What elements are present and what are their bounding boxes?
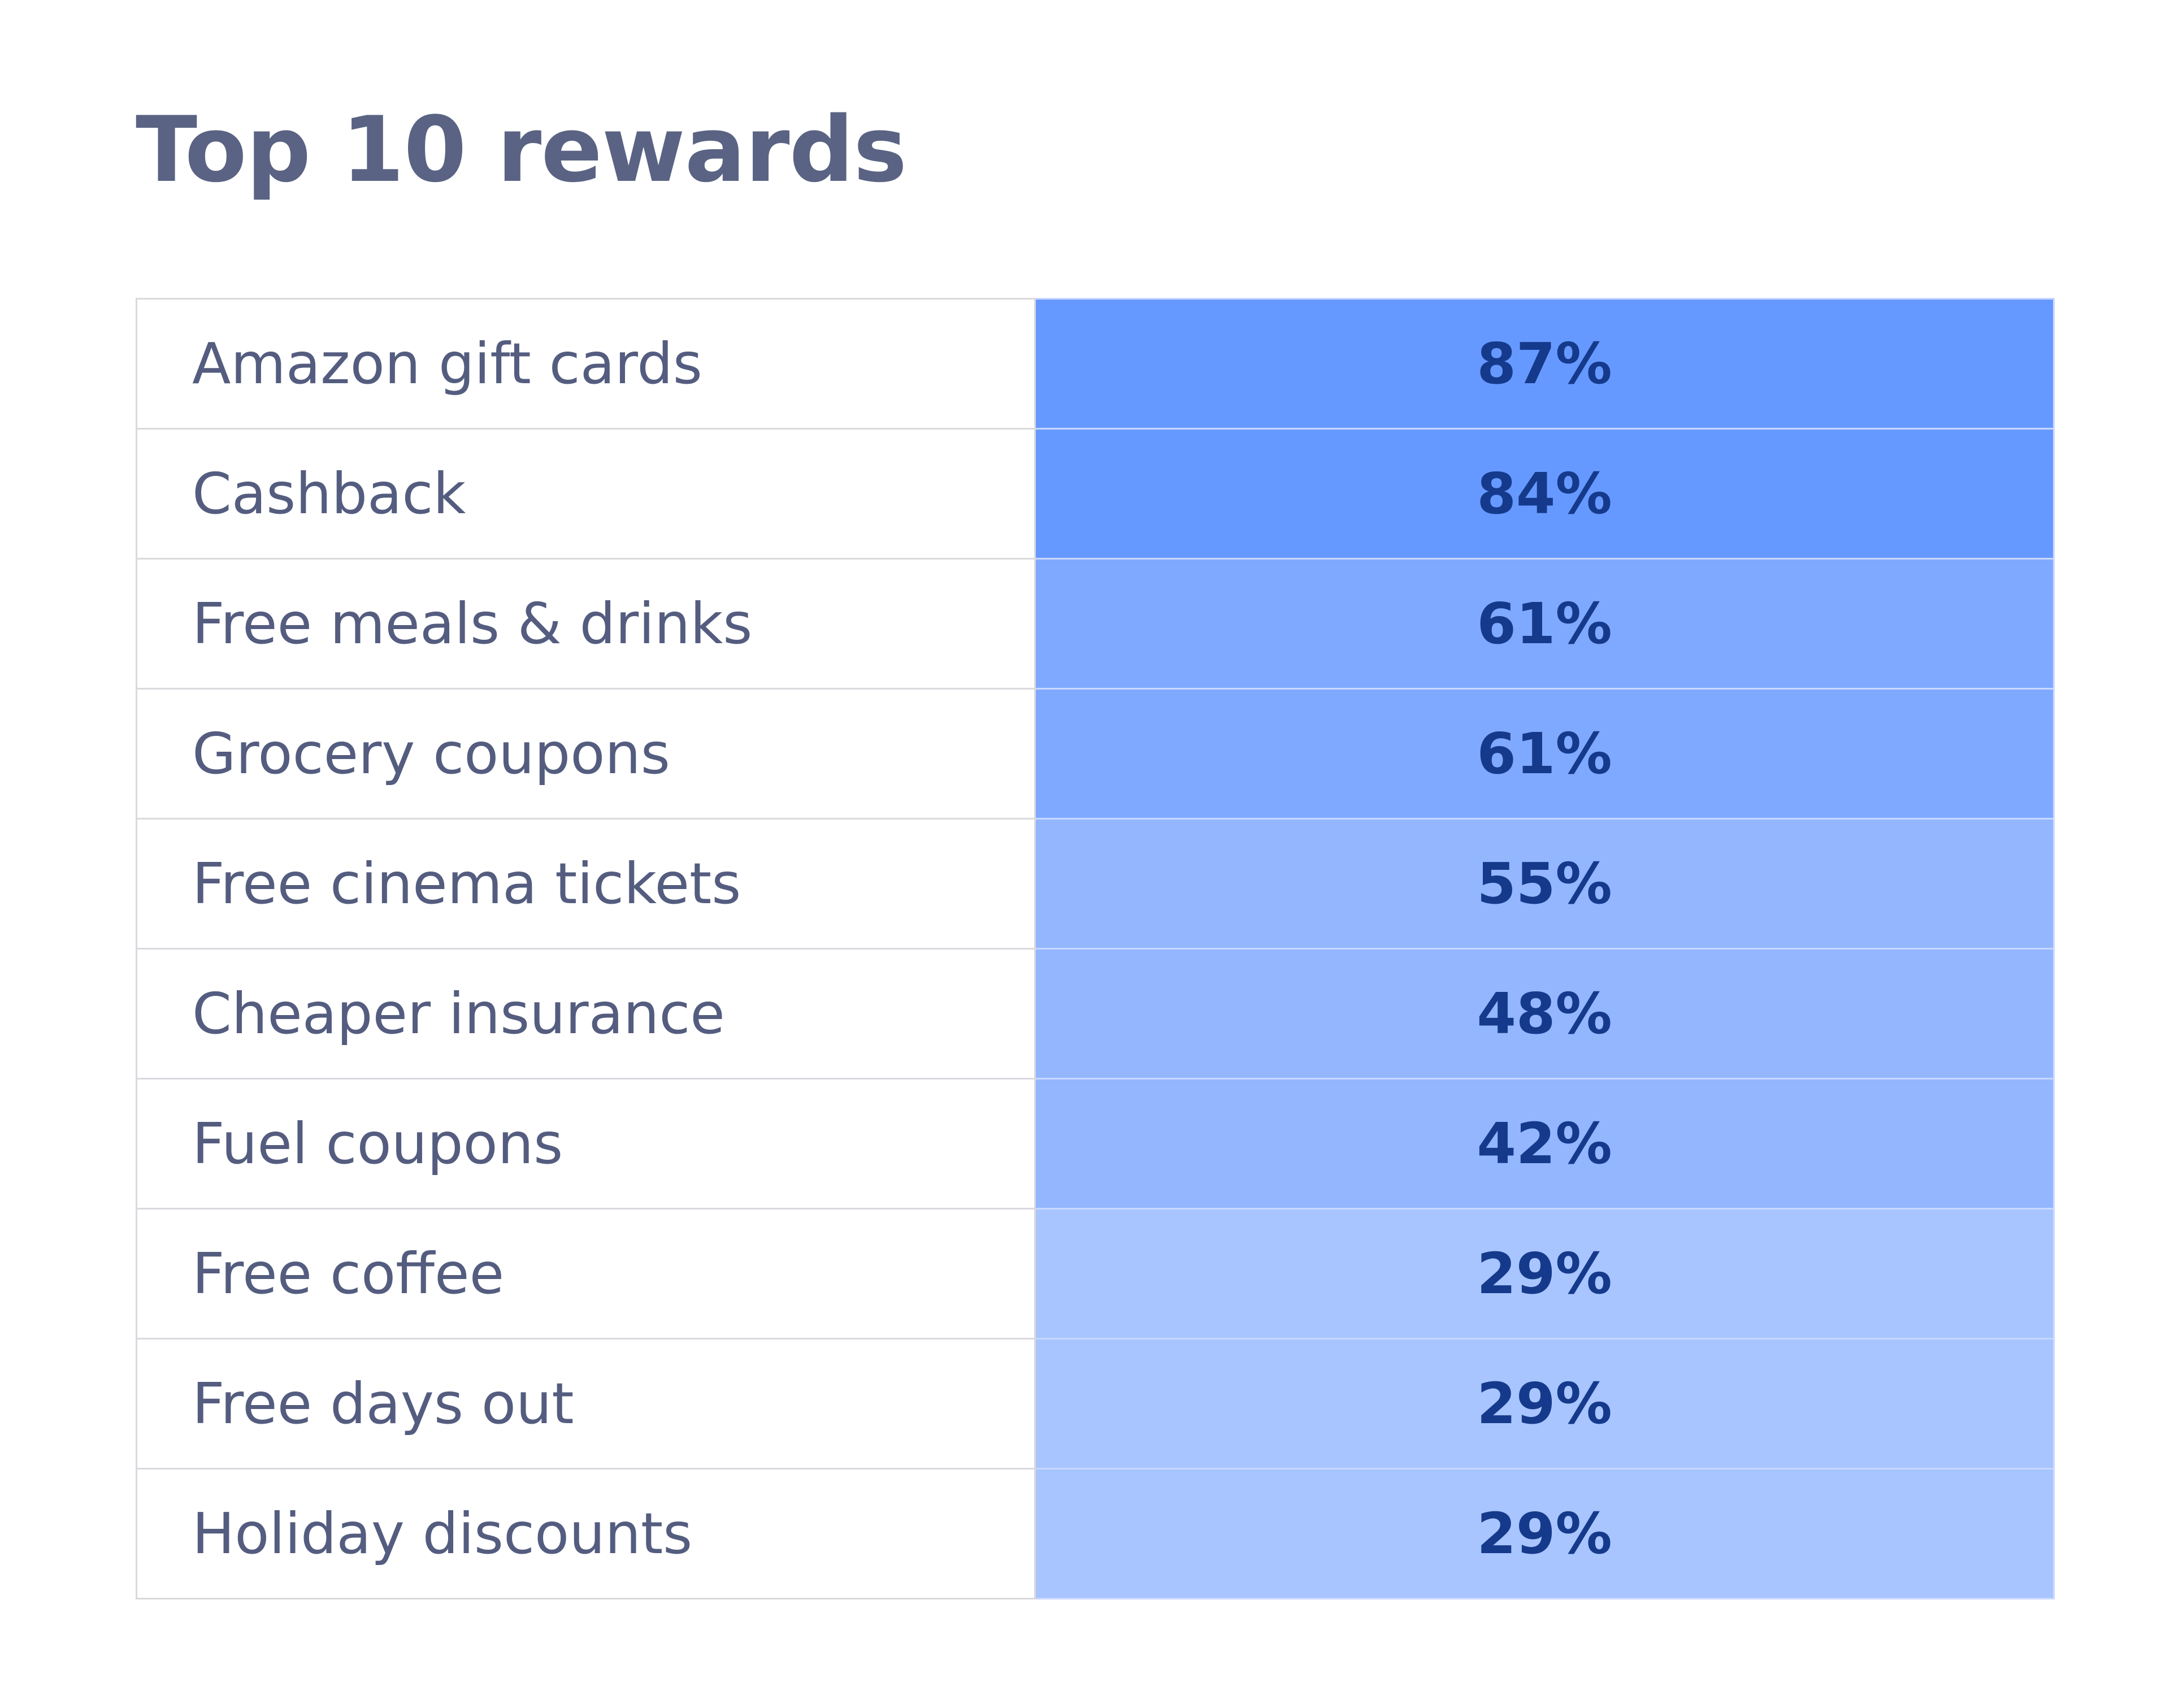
reward-percentage: 84% <box>1034 428 2055 560</box>
table-row: Fuel coupons 42% <box>136 1078 2055 1210</box>
table-row: Grocery coupons 61% <box>136 688 2055 820</box>
reward-label: Holiday discounts <box>136 1468 1036 1599</box>
table-row: Free days out 29% <box>136 1338 2055 1469</box>
reward-label: Fuel coupons <box>136 1078 1036 1210</box>
table-row: Cashback 84% <box>136 428 2055 560</box>
reward-percentage: 61% <box>1034 688 2055 820</box>
reward-percentage: 48% <box>1034 948 2055 1080</box>
table-row: Holiday discounts 29% <box>136 1468 2055 1599</box>
reward-label: Cheaper insurance <box>136 948 1036 1080</box>
reward-label: Free cinema tickets <box>136 818 1036 950</box>
reward-percentage: 55% <box>1034 818 2055 950</box>
reward-percentage: 61% <box>1034 558 2055 690</box>
reward-percentage: 29% <box>1034 1338 2055 1469</box>
reward-label: Free coffee <box>136 1208 1036 1339</box>
table-row: Amazon gift cards 87% <box>136 298 2055 430</box>
table-row: Free cinema tickets 55% <box>136 818 2055 950</box>
table-row: Free coffee 29% <box>136 1208 2055 1339</box>
reward-label: Cashback <box>136 428 1036 560</box>
reward-percentage: 29% <box>1034 1468 2055 1599</box>
page-title: Top 10 rewards <box>136 97 907 202</box>
reward-percentage: 42% <box>1034 1078 2055 1210</box>
table-row: Free meals & drinks 61% <box>136 558 2055 690</box>
reward-label: Free meals & drinks <box>136 558 1036 690</box>
reward-percentage: 29% <box>1034 1208 2055 1339</box>
table-row: Cheaper insurance 48% <box>136 948 2055 1080</box>
reward-label: Grocery coupons <box>136 688 1036 820</box>
rewards-table: Amazon gift cards 87% Cashback 84% Free meal… <box>136 298 2055 1599</box>
rewards-table-body: Amazon gift cards 87% Cashback 84% Free meal… <box>136 298 2055 1599</box>
reward-label: Free days out <box>136 1338 1036 1469</box>
reward-percentage: 87% <box>1034 298 2055 430</box>
reward-label: Amazon gift cards <box>136 298 1036 430</box>
